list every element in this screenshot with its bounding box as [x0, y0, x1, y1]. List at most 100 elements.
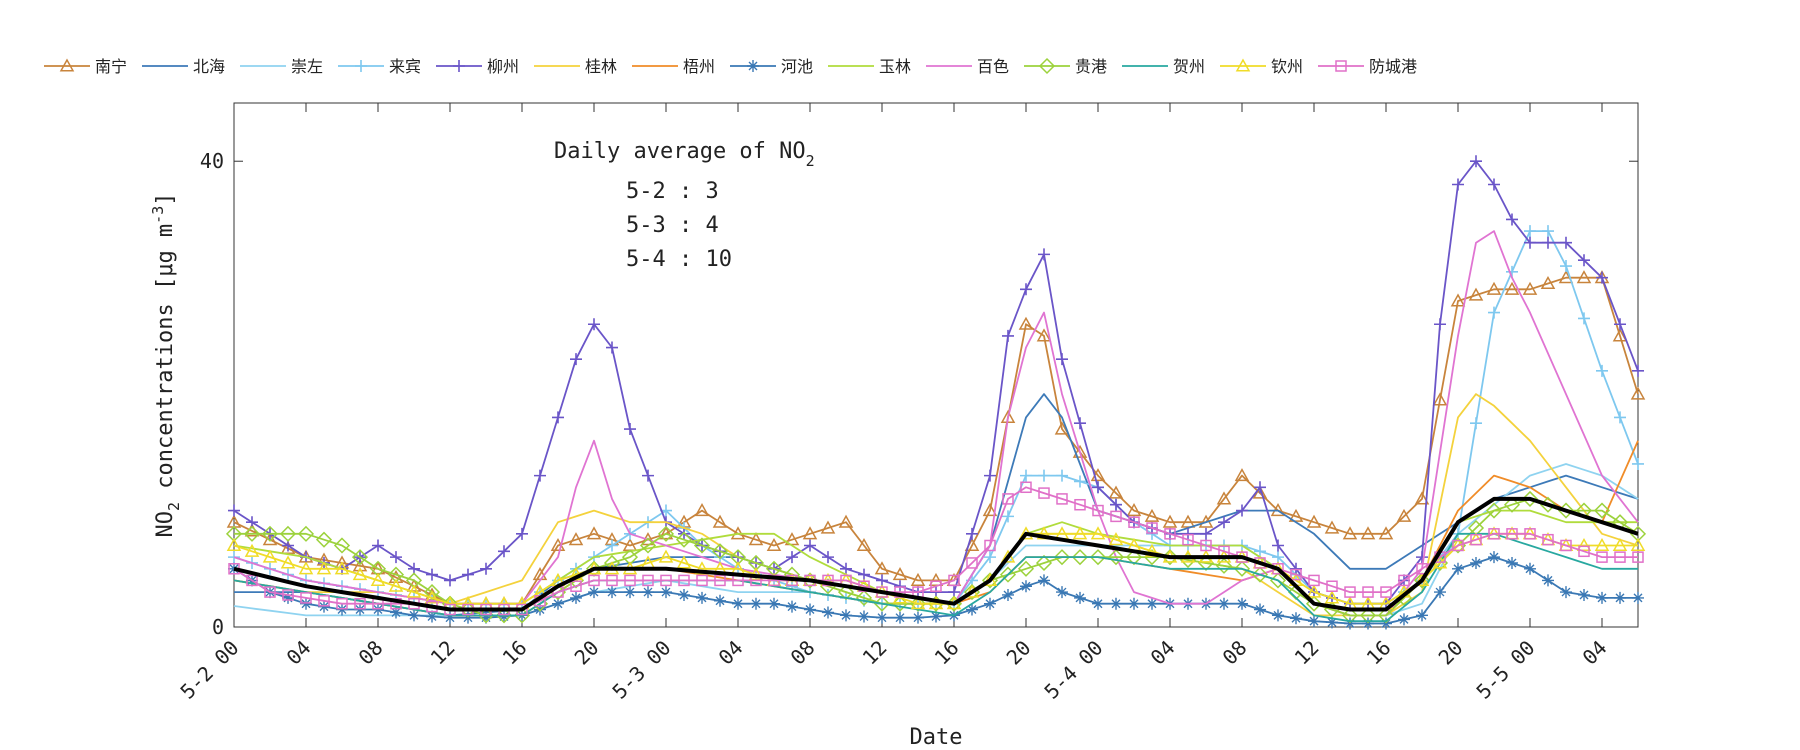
data-point — [1128, 597, 1140, 610]
data-point — [300, 597, 312, 610]
data-point — [336, 597, 348, 610]
data-point — [1398, 613, 1410, 626]
data-point — [1612, 537, 1628, 552]
data-point — [1594, 537, 1610, 552]
data-point — [1524, 528, 1536, 540]
data-point — [1020, 580, 1032, 593]
data-point — [1054, 421, 1070, 435]
data-point — [1200, 539, 1212, 552]
data-point — [1470, 155, 1482, 168]
data-point — [696, 574, 708, 587]
data-point — [1324, 590, 1340, 604]
data-point — [1632, 364, 1644, 377]
data-point — [1038, 574, 1050, 587]
data-point — [1576, 270, 1592, 284]
data-point — [1378, 526, 1394, 540]
data-point — [1506, 213, 1518, 226]
x-tick-label: 12 — [858, 636, 892, 670]
y-tick-label: 40 — [200, 149, 224, 173]
data-point — [1107, 549, 1125, 566]
data-point — [639, 537, 657, 554]
data-point — [1146, 597, 1158, 610]
data-point — [1180, 514, 1196, 528]
data-point — [390, 597, 402, 610]
data-point — [498, 610, 510, 623]
data-point — [624, 574, 636, 587]
data-point — [262, 549, 278, 563]
data-point — [660, 586, 672, 599]
data-point — [1362, 617, 1374, 630]
data-point — [732, 597, 744, 610]
data-point — [568, 532, 584, 546]
data-point — [874, 561, 890, 575]
data-point — [855, 589, 873, 606]
data-point — [297, 525, 315, 542]
data-point — [444, 574, 456, 587]
x-tick-label: 20 — [1434, 636, 1468, 670]
data-point — [1414, 491, 1430, 505]
data-point — [982, 572, 998, 586]
data-point — [876, 611, 888, 624]
data-point — [1128, 516, 1140, 528]
data-point — [316, 561, 332, 575]
legend-label: 柳州 — [487, 57, 519, 76]
data-point — [642, 469, 654, 482]
data-point — [1038, 248, 1050, 261]
x-tick-label: 08 — [1218, 636, 1252, 670]
data-point — [1074, 498, 1086, 511]
plot-frame — [233, 102, 1639, 628]
data-point — [1215, 557, 1233, 574]
data-point — [1521, 490, 1539, 507]
x-axis-label: Date — [910, 725, 963, 750]
data-point — [678, 527, 690, 540]
data-point — [838, 514, 854, 528]
data-point — [912, 611, 924, 624]
data-point — [694, 503, 710, 517]
data-point — [1017, 560, 1035, 577]
series-line — [228, 225, 1644, 610]
data-point — [1632, 457, 1644, 470]
data-point — [786, 600, 798, 613]
data-point — [1380, 586, 1392, 598]
data-point — [1272, 539, 1284, 552]
legend-label: 崇左 — [291, 57, 323, 76]
legend-label: 河池 — [781, 57, 813, 76]
data-point — [1000, 549, 1016, 563]
data-point — [1144, 508, 1160, 522]
data-point — [1614, 551, 1626, 563]
annotation-line-2: 5-3 : 4 — [626, 213, 719, 238]
data-point — [1110, 510, 1122, 523]
legend-label: 贺州 — [1173, 57, 1205, 76]
data-point — [1434, 586, 1446, 599]
legend-item: 贵港 — [1024, 57, 1107, 76]
data-point — [423, 584, 441, 601]
data-point — [1125, 549, 1143, 566]
data-point — [910, 596, 926, 610]
data-point — [678, 588, 690, 601]
data-point — [693, 537, 711, 554]
data-point — [1020, 469, 1032, 482]
data-point — [1092, 597, 1104, 610]
data-point — [1236, 597, 1248, 610]
data-point — [1306, 584, 1322, 598]
data-point — [59, 58, 75, 72]
data-point — [982, 503, 998, 517]
data-point — [606, 574, 618, 587]
x-tick-label: 5-5 00 — [1471, 636, 1539, 704]
data-point — [714, 594, 726, 607]
data-point — [1218, 516, 1230, 529]
legend-label: 贵港 — [1075, 57, 1107, 76]
data-point — [355, 60, 367, 72]
data-point — [696, 591, 708, 604]
data-point — [228, 562, 240, 575]
data-point — [1038, 57, 1056, 75]
data-point — [586, 526, 602, 540]
data-point — [804, 539, 816, 552]
x-tick-label: 12 — [1290, 636, 1324, 670]
data-point — [354, 597, 366, 610]
data-point — [624, 423, 636, 436]
data-point — [840, 609, 852, 622]
data-point — [588, 318, 600, 331]
data-point — [1290, 612, 1302, 625]
data-point — [552, 411, 564, 424]
